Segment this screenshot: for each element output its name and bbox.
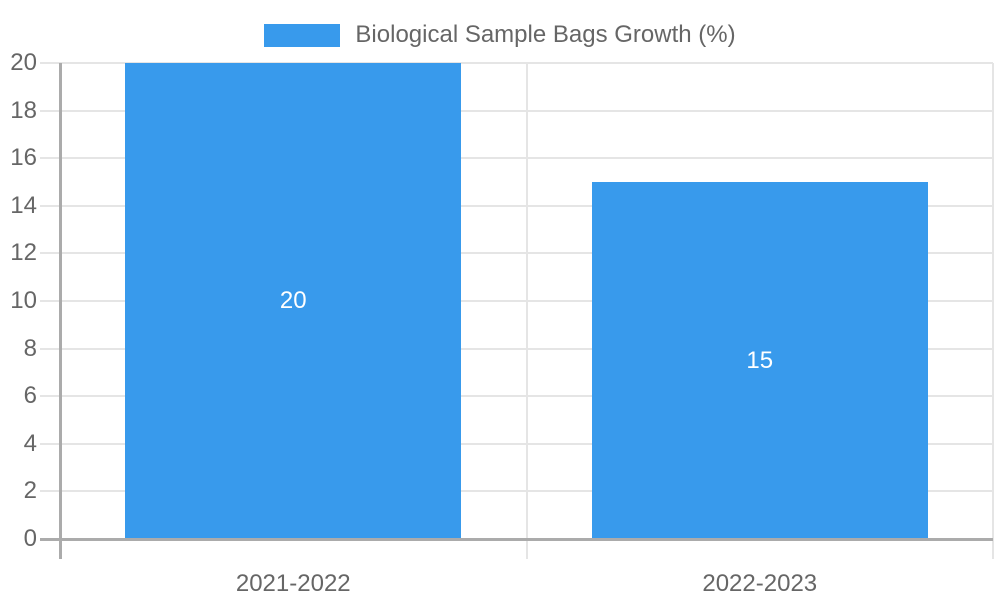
y-gridline: [40, 300, 993, 302]
y-gridline: [40, 204, 993, 207]
x-axis-baseline-overlay: [40, 537, 993, 541]
y-gridline: [40, 442, 993, 445]
y-axis-line: [58, 63, 62, 559]
y-tick-label: 4: [23, 429, 37, 457]
x-gridline: [525, 63, 528, 559]
legend-label: Biological Sample Bags Growth (%): [355, 21, 736, 48]
y-tick-label: 20: [10, 49, 37, 76]
y-tick-label: 14: [10, 191, 37, 219]
y-tick-label: 8: [23, 334, 37, 362]
x-tick-label: 2022-2023: [702, 570, 818, 597]
y-gridline: [40, 109, 993, 112]
legend-swatch: [264, 23, 341, 47]
y-tick-label: 10: [10, 287, 37, 314]
x-tick-label: 2021-2022: [235, 570, 351, 597]
x-gridline: [992, 63, 994, 559]
bar-value-label: 20: [279, 287, 307, 314]
y-gridline: [40, 347, 993, 350]
legend[interactable]: Biological Sample Bags Growth (%): [0, 18, 1000, 52]
bar-2022-2023[interactable]: [591, 182, 928, 539]
y-tick-label: 12: [10, 239, 37, 267]
y-tick-label: 18: [10, 96, 37, 124]
bar-2021-2022[interactable]: [125, 63, 462, 539]
y-gridline: [40, 490, 993, 493]
y-gridline: [40, 62, 993, 64]
y-gridline: [40, 395, 993, 398]
y-tick-label: 6: [23, 382, 37, 410]
y-tick-label: 16: [10, 144, 37, 172]
y-gridline: [40, 157, 993, 160]
y-tick-label: 2: [23, 477, 37, 505]
y-tick-label: 0: [23, 525, 37, 552]
y-gridline: [40, 252, 993, 255]
bar-value-label: 15: [746, 346, 774, 374]
